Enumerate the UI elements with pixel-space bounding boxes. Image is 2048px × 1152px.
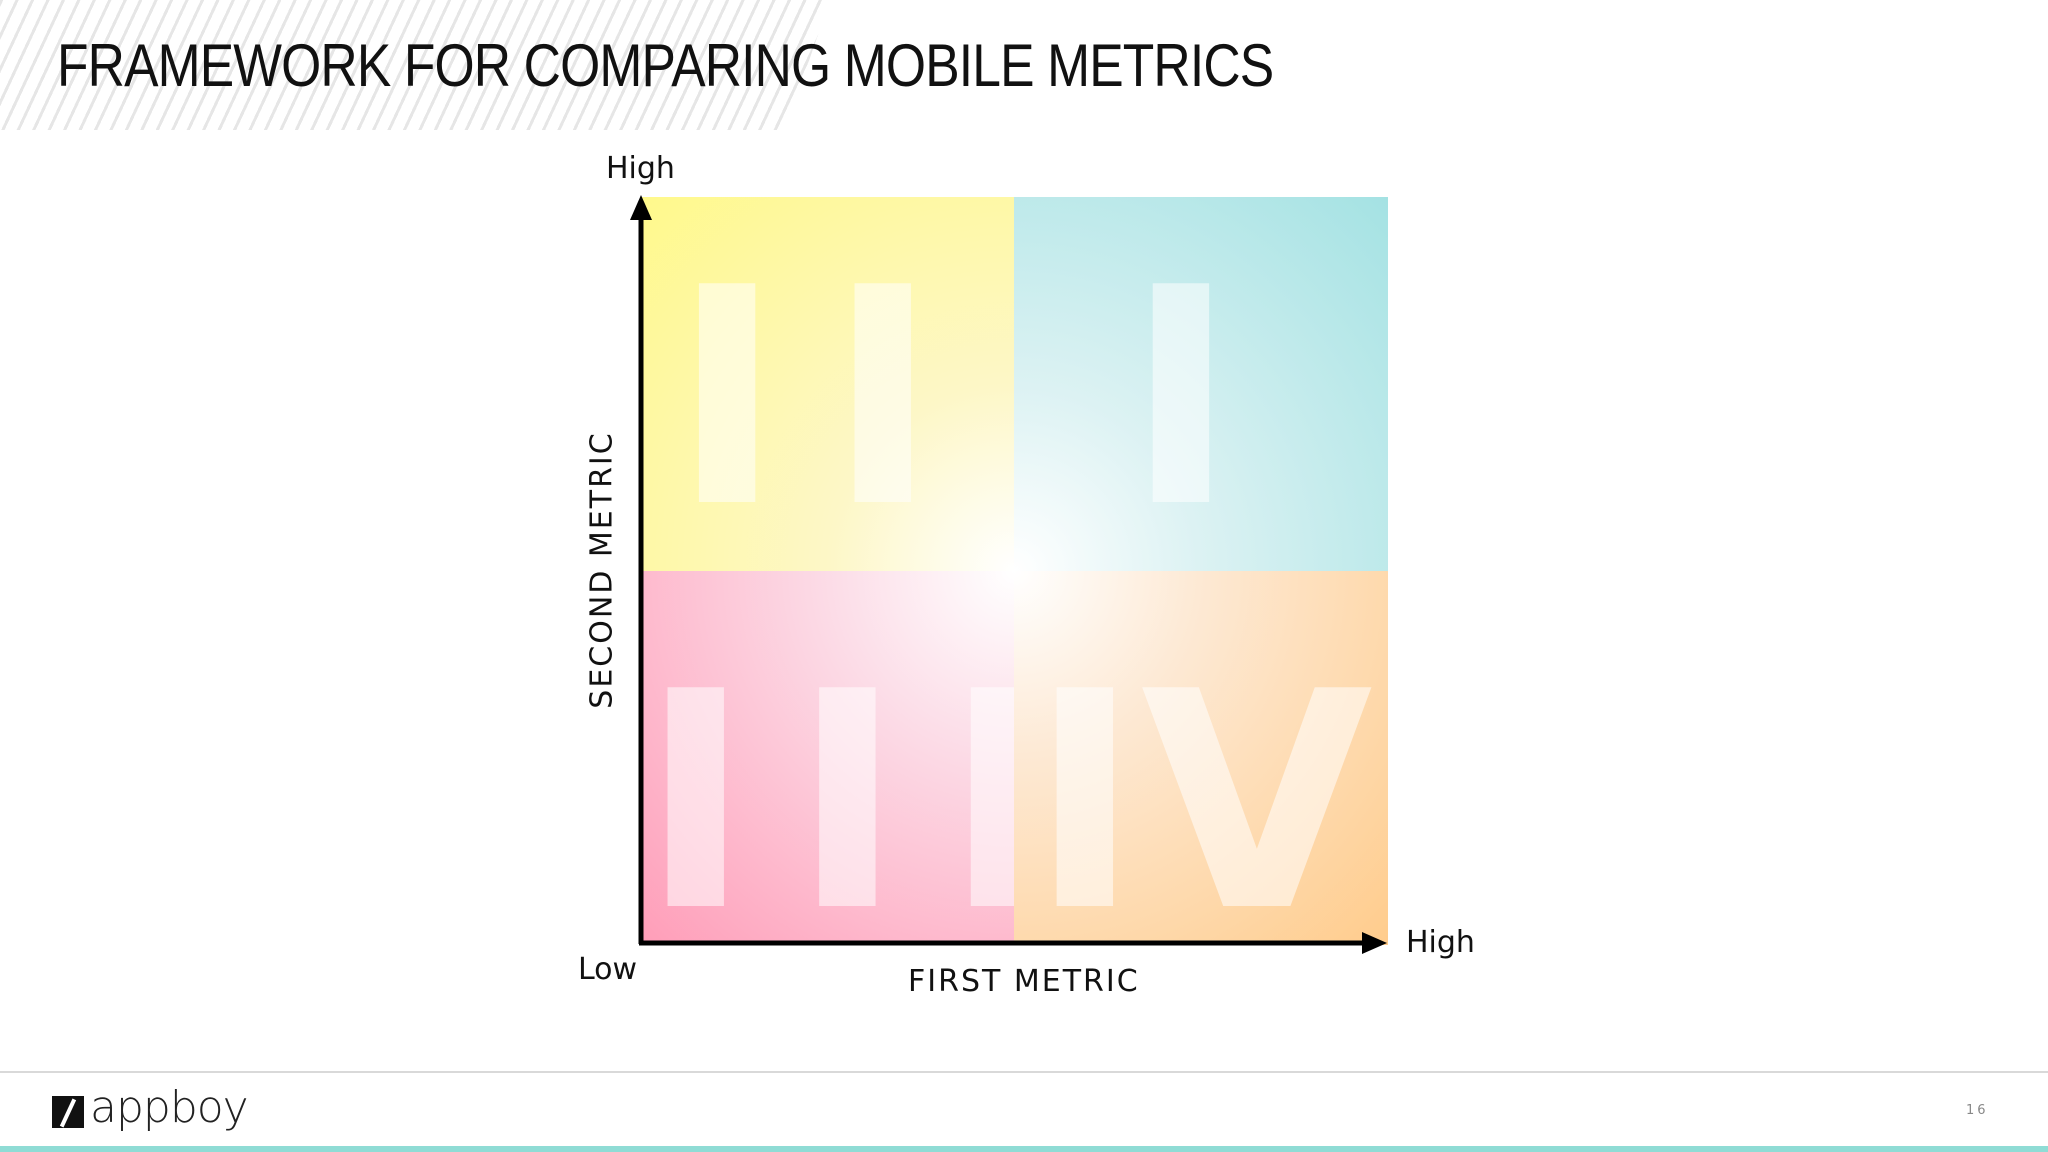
page-number: 16 xyxy=(1966,1103,1989,1118)
logo-text: appboy xyxy=(90,1082,249,1133)
quadrant-ii: II xyxy=(640,197,1014,571)
y-axis-high-label: High xyxy=(606,151,675,186)
quadrant-ii-numeral: II xyxy=(671,224,983,571)
header-stripe-decoration xyxy=(0,0,830,130)
quadrant-i-numeral: I xyxy=(1125,224,1277,571)
x-axis-high-label: High xyxy=(1406,925,1475,960)
origin-low-label: Low xyxy=(578,952,638,987)
quadrant-iii: III xyxy=(640,571,1014,945)
slide-title: FRAMEWORK FOR COMPARING MOBILE METRICS xyxy=(57,32,1274,99)
quadrant-i: I xyxy=(1014,197,1388,571)
quadrant-iv-numeral: IV xyxy=(1029,628,1373,946)
x-axis-arrow-icon xyxy=(1362,932,1387,954)
x-axis-title: FIRST METRIC xyxy=(908,964,1140,999)
appboy-logo-icon xyxy=(52,1096,84,1128)
footer-divider xyxy=(0,1071,2048,1073)
quadrant-iii-numeral: III xyxy=(640,628,1014,946)
bottom-accent-bar xyxy=(0,1146,2048,1152)
y-axis-arrow-icon xyxy=(630,195,652,220)
quadrant-grid: II I III IV xyxy=(640,197,1388,945)
quadrant-iv: IV xyxy=(1014,571,1388,945)
